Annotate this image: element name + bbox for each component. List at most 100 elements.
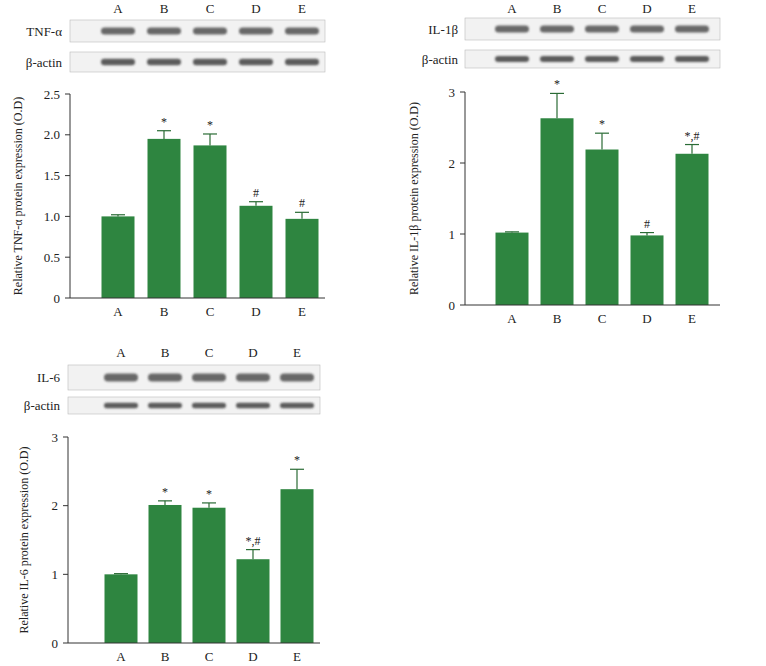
lane-label: A [113,1,123,16]
blot-band [147,59,181,65]
error-bar [111,215,125,217]
error-bar [685,145,699,154]
y-axis-label: Relative TNF-α protein expression (O.D) [11,97,25,295]
blot-strip [70,52,325,72]
panel: ABCDEIL-6β-actinRelative IL-6 protein ex… [17,345,320,664]
error-cap [111,214,125,215]
x-tick-label: E [298,304,306,319]
error-cap [203,133,217,134]
blot-band [630,25,664,32]
blot-label: IL-6 [37,370,61,385]
x-tick-label: D [248,649,257,664]
blot-band [285,59,319,65]
error-cap [640,232,654,233]
lane-label: E [293,345,301,360]
significance-mark: *,# [685,129,700,143]
y-tick [63,505,68,506]
y-tick-label: 3 [449,85,456,100]
error-cap [295,212,309,213]
error-bar [290,469,304,489]
blot-strip [465,18,720,40]
error-cap [595,133,609,134]
x-axis [68,643,320,644]
bar [149,505,182,643]
blot-band [540,25,574,32]
significance-mark: * [207,118,213,132]
blot-band [104,403,138,408]
blot-band [675,25,709,32]
y-tick [460,305,465,306]
bars [102,131,319,298]
y-tick [65,216,70,217]
blot-band [101,59,135,65]
significance-mark: * [599,117,605,131]
bar [193,508,226,643]
blot-band [148,403,182,408]
y-axis [68,437,69,643]
x-tick-label: A [507,311,517,326]
error-bar [203,134,217,145]
y-tick-label: 0 [52,636,59,651]
error-bar [550,93,564,118]
panel: ABCDETNF-αβ-actinRelative TNF-α protein … [11,1,325,319]
bar [541,118,574,305]
bar [286,219,319,298]
lane-label: A [507,1,517,16]
y-tick [63,437,68,438]
blot-label: β-actin [24,398,61,413]
error-bar [595,133,609,149]
y-tick [63,574,68,575]
x-tick-label: B [553,311,562,326]
error-cap [249,201,263,202]
bar [676,154,709,305]
y-tick [460,234,465,235]
y-tick-label: 1 [52,567,59,582]
error-cap [290,469,304,470]
bar [237,559,270,643]
lane-label: B [553,1,562,16]
x-tick-label: A [113,304,123,319]
bar [105,574,138,643]
error-cap [202,502,216,503]
y-tick [65,298,70,299]
y-axis [465,92,466,305]
blot-label: β-actin [422,52,459,67]
error-stem [556,93,557,118]
x-tick-label: D [251,304,260,319]
bar [631,235,664,305]
error-cap [505,231,519,232]
significance-mark: * [206,487,212,501]
error-cap [550,93,564,94]
y-axis-label: Relative IL-6 protein expression (O.D) [17,447,31,634]
error-bar [246,550,260,560]
significance-mark: * [161,115,167,129]
significance-mark: *,# [246,534,261,548]
x-axis [70,298,325,299]
y-tick-label: 2.0 [44,127,60,142]
error-stem [164,501,165,505]
blot-band [239,59,273,65]
y-tick [65,134,70,135]
error-bar [640,233,654,236]
error-cap [114,573,128,574]
blot-label: TNF-α [26,24,62,39]
x-axis [465,305,720,306]
blot-band [585,56,619,62]
lane-label: B [161,345,170,360]
blot-band [193,59,227,65]
bars [496,93,709,305]
error-stem [301,212,302,219]
lane-label: E [298,1,306,16]
blot-band [585,25,619,32]
lane-label: D [248,345,257,360]
error-stem [252,550,253,560]
figure: ABCDETNF-αβ-actinRelative TNF-α protein … [0,0,766,666]
error-stem [601,133,602,149]
x-tick-label: D [642,311,651,326]
blot-band [675,56,709,62]
x-tick-label: B [161,649,170,664]
bar [194,145,227,298]
error-stem [691,145,692,154]
panel: ABCDEIL-1ββ-actinRelative IL-1β protein … [407,1,720,326]
lane-label: B [160,1,169,16]
